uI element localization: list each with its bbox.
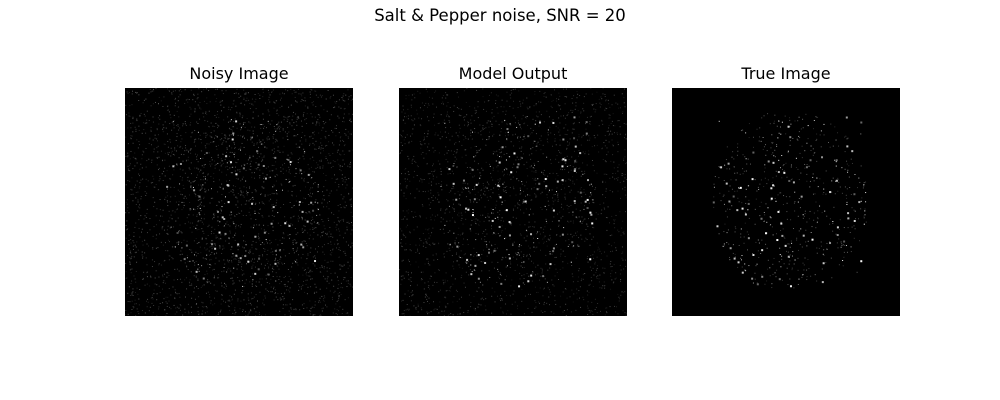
true-image-panel: [672, 88, 900, 316]
noisy-image: [125, 88, 353, 316]
panel-title-true-image: True Image: [741, 64, 831, 83]
model-output-panel: [399, 88, 627, 316]
panel-title-model-output: Model Output: [458, 64, 568, 83]
noisy-image-panel: [125, 88, 353, 316]
panel-title-noisy-image: Noisy Image: [189, 64, 289, 83]
figure-title: Salt & Pepper noise, SNR = 20: [374, 6, 626, 25]
model-output-image: [399, 88, 627, 316]
true-image: [712, 113, 867, 289]
